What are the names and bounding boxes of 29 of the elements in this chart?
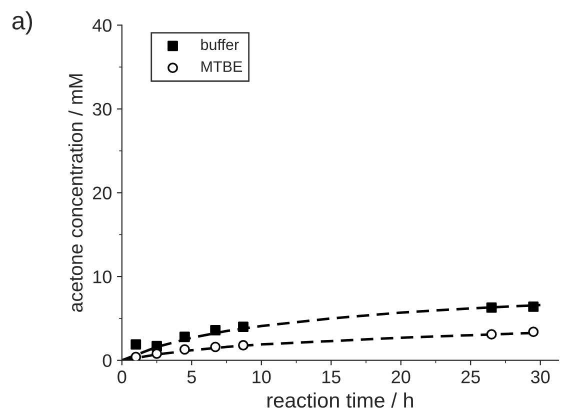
point: [210, 324, 221, 336]
point: [486, 302, 497, 313]
point: [130, 352, 142, 360]
point: [238, 322, 248, 332]
y-axis-title: acetone concentration / mM: [68, 74, 83, 312]
point: [528, 301, 539, 312]
text: a): [12, 11, 32, 35]
x-tick-label: 5: [187, 370, 196, 384]
point: [179, 332, 190, 342]
y-tick-label: 10: [93, 270, 112, 284]
x-tick-label: 30: [531, 370, 550, 384]
y-tick-label: 20: [93, 186, 112, 200]
legend-label: MTBE: [202, 61, 242, 72]
point: [210, 342, 221, 352]
point: [130, 339, 142, 350]
legend-label: buffer: [201, 38, 239, 50]
point: [179, 344, 190, 355]
x-tick-label: 0: [118, 370, 126, 384]
y-tick-label: 40: [92, 19, 112, 32]
x-tick-label: 20: [392, 370, 410, 384]
point: [528, 326, 539, 338]
point: [238, 340, 248, 350]
x-tick-label: 15: [322, 370, 340, 384]
x-axis-title: reaction time / h: [267, 392, 413, 408]
y-tick-label: 30: [92, 102, 112, 116]
y-tick-label: 0: [102, 354, 112, 368]
point: [486, 329, 497, 340]
x-tick-label: 25: [461, 370, 480, 384]
x-tick-label: 10: [252, 370, 271, 384]
